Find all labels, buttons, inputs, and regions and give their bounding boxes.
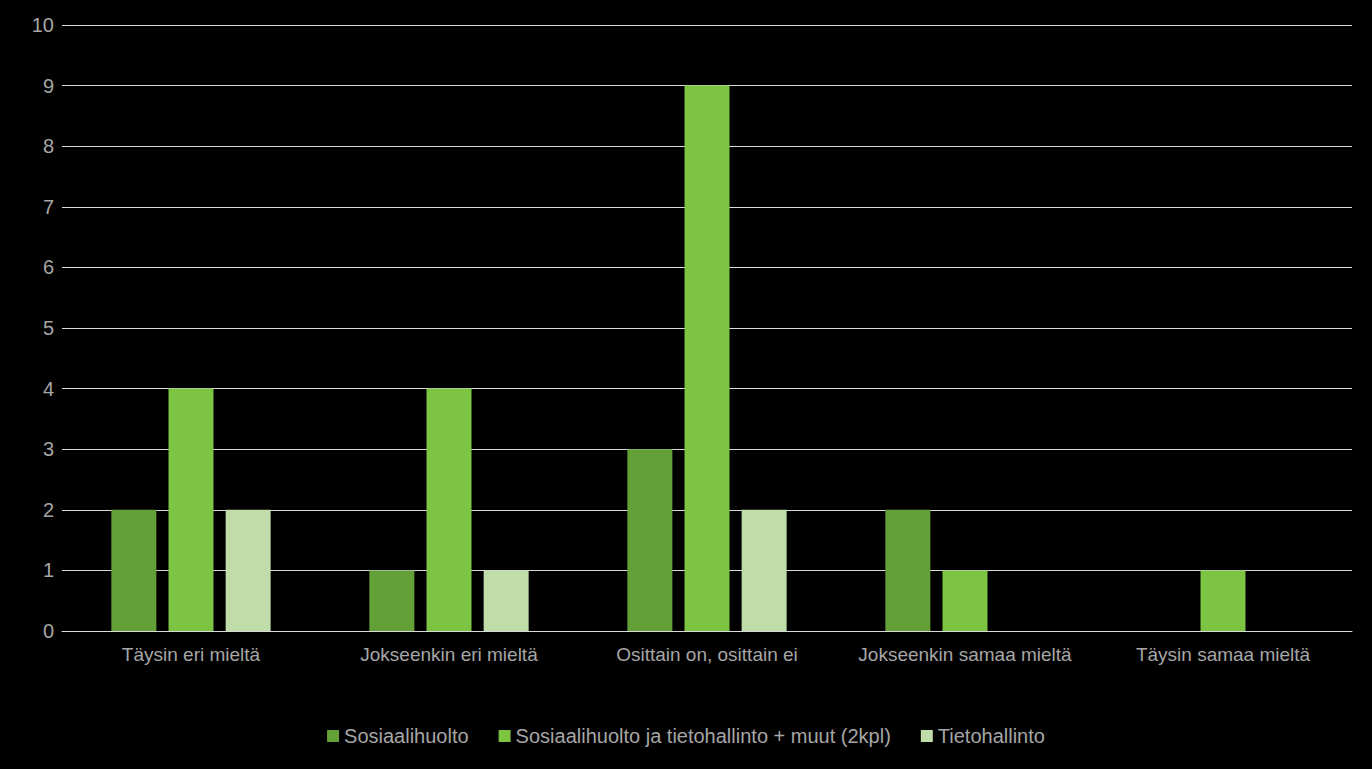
svg-text:Tietohallinto: Tietohallinto <box>938 725 1045 747</box>
svg-text:9: 9 <box>43 75 54 97</box>
svg-text:7: 7 <box>43 196 54 218</box>
svg-text:Jokseenkin eri mieltä: Jokseenkin eri mieltä <box>360 644 538 665</box>
svg-text:2: 2 <box>43 499 54 521</box>
svg-text:Jokseenkin samaa mieltä: Jokseenkin samaa mieltä <box>858 644 1072 665</box>
svg-text:1: 1 <box>43 559 54 581</box>
svg-text:Sosiaalihuolto: Sosiaalihuolto <box>344 725 469 747</box>
svg-text:Osittain on, osittain ei: Osittain on, osittain ei <box>616 644 798 665</box>
svg-text:10: 10 <box>32 14 54 36</box>
svg-text:Sosiaalihuolto ja tietohallint: Sosiaalihuolto ja tietohallinto + muut (… <box>516 725 891 747</box>
svg-text:Täysin eri mieltä: Täysin eri mieltä <box>122 644 261 665</box>
svg-text:4: 4 <box>43 378 54 400</box>
svg-text:8: 8 <box>43 135 54 157</box>
svg-text:6: 6 <box>43 256 54 278</box>
svg-text:0: 0 <box>43 620 54 642</box>
svg-text:5: 5 <box>43 317 54 339</box>
svg-text:Täysin samaa mieltä: Täysin samaa mieltä <box>1136 644 1311 665</box>
svg-text:3: 3 <box>43 438 54 460</box>
